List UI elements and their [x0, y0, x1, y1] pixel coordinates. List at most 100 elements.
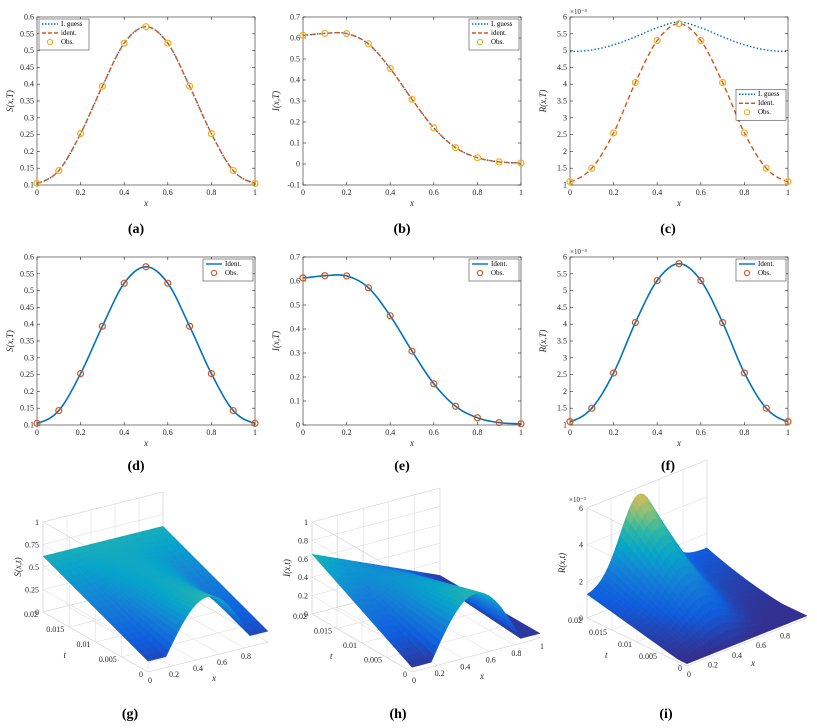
x-tick-label: 1	[253, 428, 257, 437]
x-tick-label: 0.6	[429, 188, 439, 197]
y-tick-label: 2	[563, 147, 567, 156]
t-tick-label: 0.005	[99, 655, 117, 664]
x-tick-label: 0.4	[652, 428, 662, 437]
obs-point	[452, 144, 460, 152]
y-tick-label: 0.25	[20, 130, 34, 139]
t-tick-label: 0	[678, 664, 682, 673]
x-axis-label: x	[143, 198, 148, 208]
y-tick-label: 4	[563, 80, 567, 89]
y-tick-label: 6	[563, 13, 567, 22]
obs-point	[784, 178, 792, 186]
y-tick-label: 5.5	[557, 29, 567, 38]
obs-point	[697, 276, 705, 285]
t-tick-label: 0.015	[46, 625, 64, 634]
obs-point	[609, 369, 618, 377]
legend-e: Ident.Obs.	[468, 258, 520, 282]
z-tick-label: 0.8	[298, 536, 308, 545]
x-tick-label: 0.4	[119, 188, 129, 197]
z-tick-label: 0.75	[25, 541, 39, 550]
obs-point	[653, 276, 661, 285]
x-tick-label: 0.8	[206, 428, 216, 437]
x-tick-label: 0.8	[739, 428, 749, 437]
y-axis-label: I(x,T)	[271, 91, 281, 112]
y-tick-label: 5	[563, 286, 567, 295]
x-tick-label: 0.2	[169, 670, 179, 679]
y-tick-label: 4.5	[557, 303, 567, 312]
y-tick-label: 5.5	[557, 269, 567, 278]
y-tick-label: 0.5	[290, 301, 300, 310]
legend-entry: Ident.	[225, 260, 241, 268]
obs-point	[784, 418, 792, 426]
panel-c: 0 0.2 0.4 0.6 0.8 1 1 1.5 2 2.5 3 3.5 4 4.5 5 5.5 6 x R(x,…	[538, 8, 792, 208]
x-tick-label: 0.4	[460, 662, 470, 671]
y-tick-label: 0.2	[290, 118, 300, 127]
surface-patch	[798, 613, 808, 618]
obs-point	[98, 82, 107, 90]
obs-point	[473, 154, 481, 162]
x-tick-label: 1	[519, 428, 523, 437]
obs-point	[299, 274, 307, 282]
x-tick-label: 0.4	[193, 664, 203, 673]
y-axis-label: R(x,T)	[538, 330, 548, 354]
legend-entry: Ident.	[491, 260, 507, 268]
y-axis-label: R(x,T)	[538, 90, 548, 114]
x-axis-label: x	[479, 671, 484, 681]
y-tick-label: 0.7	[290, 253, 300, 262]
x-tick-label: 0	[568, 428, 572, 437]
y-tick-label: 0.6	[24, 253, 34, 262]
obs-point	[55, 406, 63, 415]
plot-frame-e	[302, 256, 522, 426]
z-axis-label: S(x,t)	[13, 557, 23, 576]
obs-point	[364, 284, 372, 292]
x-tick-label: 0.8	[241, 652, 251, 661]
caption-h: (h)	[389, 707, 406, 722]
y-tick-label: 0.45	[20, 303, 34, 312]
x-tick-label: 0.6	[217, 658, 227, 667]
obs-point	[495, 419, 503, 427]
surface-patch	[531, 630, 541, 635]
y-tick-label: 2	[563, 387, 567, 396]
x-tick-label: 0.8	[472, 428, 482, 437]
x-tick-label: 1	[540, 642, 544, 651]
legend-marker	[476, 269, 484, 277]
x-tick-label: 0.6	[163, 188, 173, 197]
y-tick-label: 0.6	[290, 277, 300, 286]
x-tick-label: 0	[301, 428, 305, 437]
surface-g	[42, 525, 269, 662]
obs-point	[321, 29, 329, 37]
obs-point	[408, 95, 416, 103]
x-tick-label: 0	[568, 188, 572, 197]
legend-marker	[743, 269, 751, 277]
t-axis-label: t	[330, 651, 333, 661]
obs-point	[76, 369, 85, 378]
z-tick-label: 6	[579, 504, 583, 513]
y-tick-label: 0.35	[20, 97, 34, 106]
t-tick-label: 0	[403, 670, 407, 679]
x-tick-label: 0.2	[76, 188, 86, 197]
y-tick-label: 0.2	[290, 373, 300, 382]
obs-point	[229, 166, 237, 175]
obs-point	[675, 20, 683, 28]
x-tick-label: 1	[786, 428, 790, 437]
y-tick-label: 0.25	[20, 370, 34, 379]
y-tick-label: 0	[296, 421, 300, 430]
obs-point	[186, 82, 194, 90]
z-tick-label: 0.2	[298, 592, 308, 601]
t-tick-label: 0.01	[343, 641, 357, 650]
y-tick-label: 0.4	[290, 325, 300, 334]
y-tick-label: 0.2	[24, 147, 34, 156]
x-tick-label: 0.4	[652, 188, 662, 197]
legend-entry: I. guess	[61, 20, 83, 28]
surface-i	[586, 493, 808, 665]
y-tick-label: 1	[563, 181, 567, 190]
series-line-dashed	[569, 23, 789, 183]
caption-i: (i)	[659, 707, 673, 722]
z-tick-label: 0.6	[298, 555, 308, 564]
y-tick-label: 3	[563, 353, 567, 362]
caption-g: (g)	[122, 707, 139, 722]
obs-point	[251, 179, 259, 187]
z-tick-label: 4	[579, 541, 583, 550]
y-tick-label: 0.5	[24, 46, 34, 55]
x-tick-label: 0	[35, 428, 39, 437]
